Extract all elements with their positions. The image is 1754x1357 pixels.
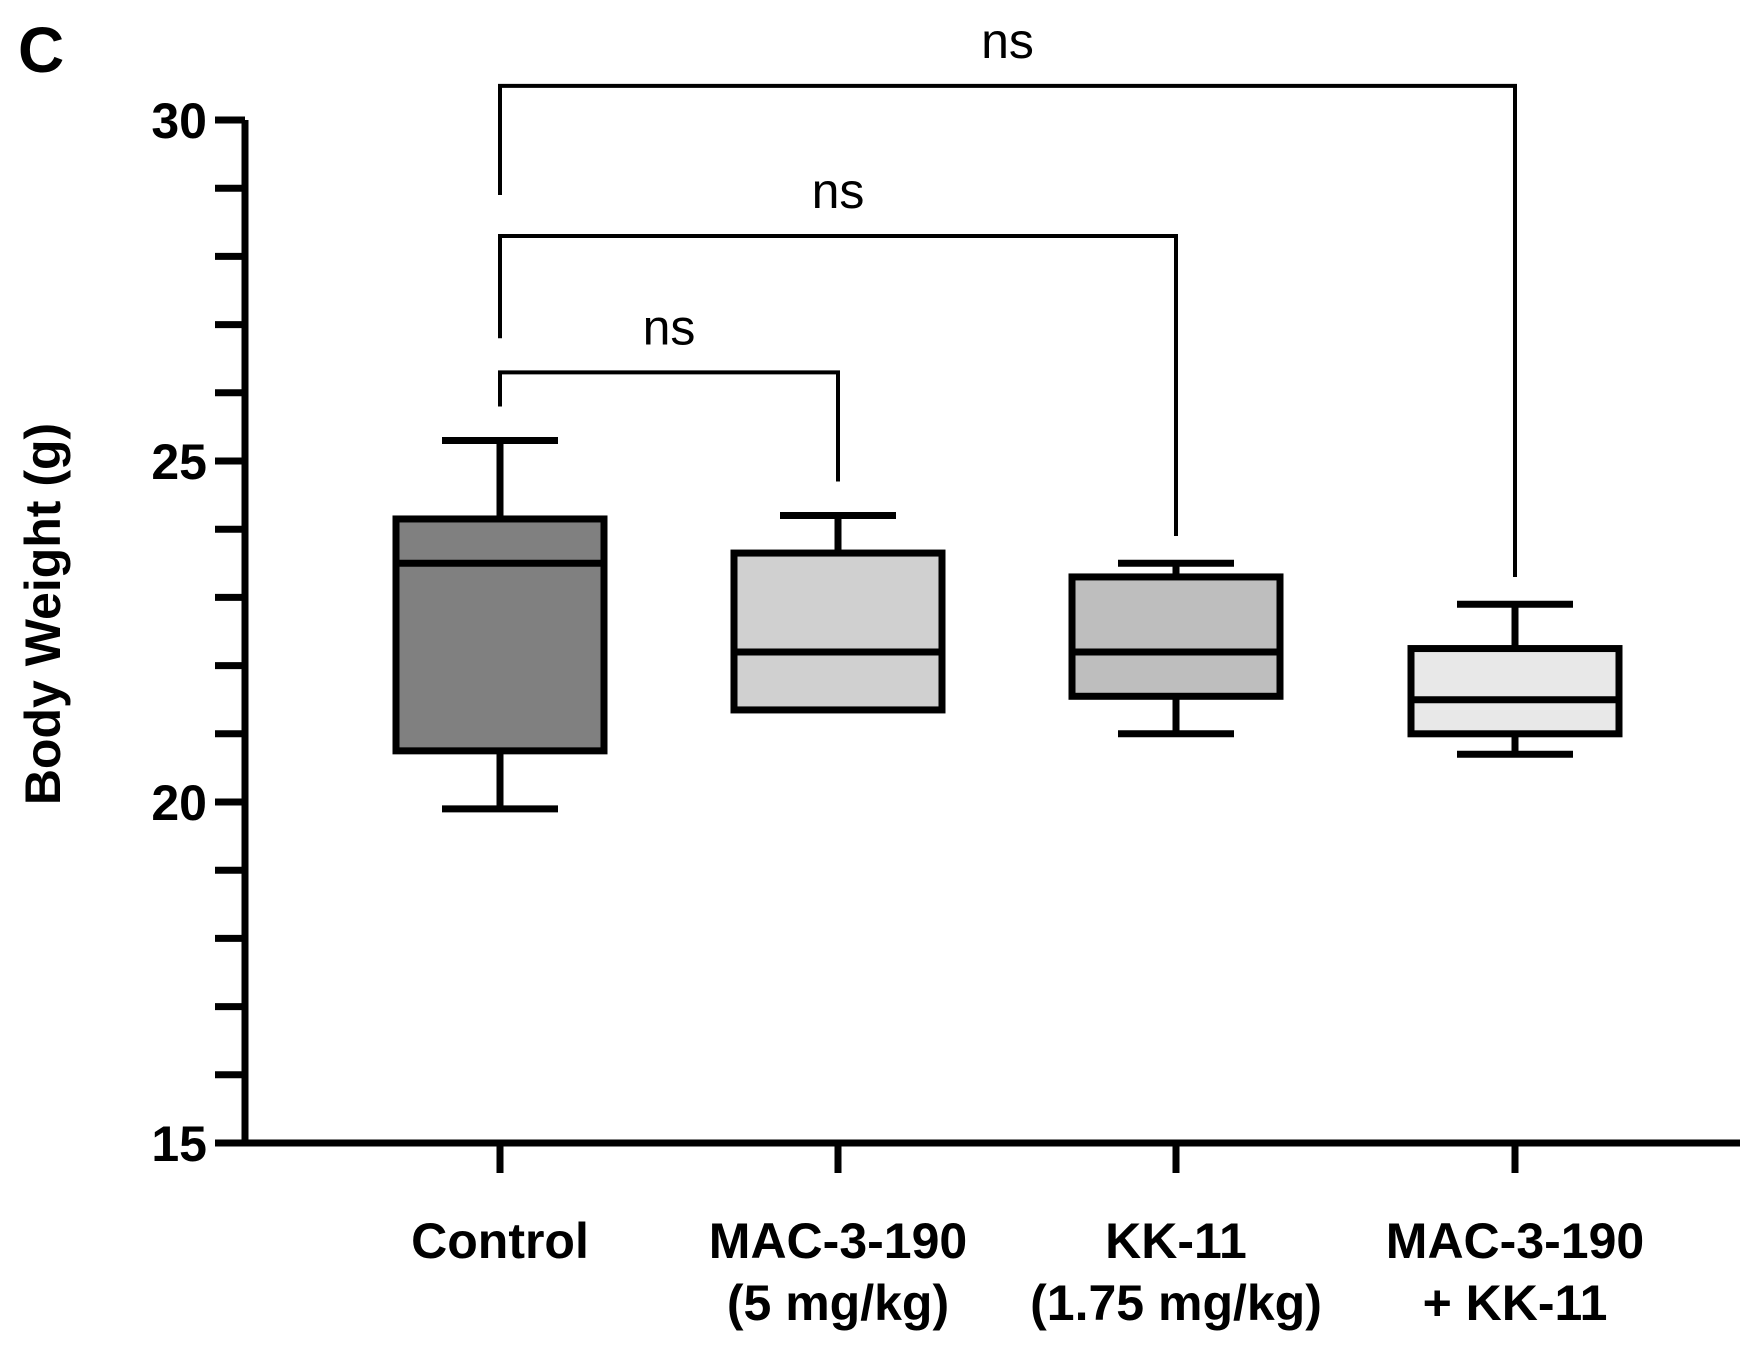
bracket-line xyxy=(498,83,1517,577)
y-tick-label: 20 xyxy=(151,775,207,831)
x-tick-label: (5 mg/kg) xyxy=(727,1275,949,1331)
significance-label: ns xyxy=(981,13,1034,69)
boxes xyxy=(392,437,1623,813)
iqr-box xyxy=(730,549,946,714)
comparison-bracket-2: ns xyxy=(498,163,1178,537)
x-tick-labels: Control MAC-3-190 (5 mg/kg) KK-11 (1.75 mg/k… xyxy=(411,1213,1644,1331)
axes: 15 20 25 30 xyxy=(151,93,1740,1173)
iqr-box xyxy=(392,515,608,755)
x-tick-label: KK-11 xyxy=(1105,1213,1247,1269)
comparison-bracket-3: ns xyxy=(498,13,1517,577)
x-tick-label: + KK-11 xyxy=(1423,1275,1608,1331)
box-1 xyxy=(392,437,608,813)
iqr-box xyxy=(1407,645,1623,738)
box-3 xyxy=(1068,559,1284,738)
significance-label: ns xyxy=(812,163,865,219)
x-tick-label: (1.75 mg/kg) xyxy=(1030,1275,1322,1331)
x-tick-label: MAC-3-190 xyxy=(1386,1213,1644,1269)
box-4 xyxy=(1407,600,1623,758)
bracket-line xyxy=(498,233,1178,537)
comparison-bracket-1: ns xyxy=(498,299,840,482)
box-2 xyxy=(730,512,946,714)
significance-brackets: ns ns ns xyxy=(498,13,1517,577)
y-tick-label: 15 xyxy=(151,1116,207,1172)
y-tick-label: 25 xyxy=(151,434,207,490)
iqr-box xyxy=(1068,573,1284,700)
panel-label: C xyxy=(18,14,64,86)
y-axis-label: Body Weight (g) xyxy=(15,423,71,805)
significance-label: ns xyxy=(643,299,696,355)
bracket-line xyxy=(498,370,840,482)
x-tick-label: MAC-3-190 xyxy=(709,1213,967,1269)
y-tick-label: 30 xyxy=(151,93,207,149)
x-tick-label: Control xyxy=(411,1213,589,1269)
